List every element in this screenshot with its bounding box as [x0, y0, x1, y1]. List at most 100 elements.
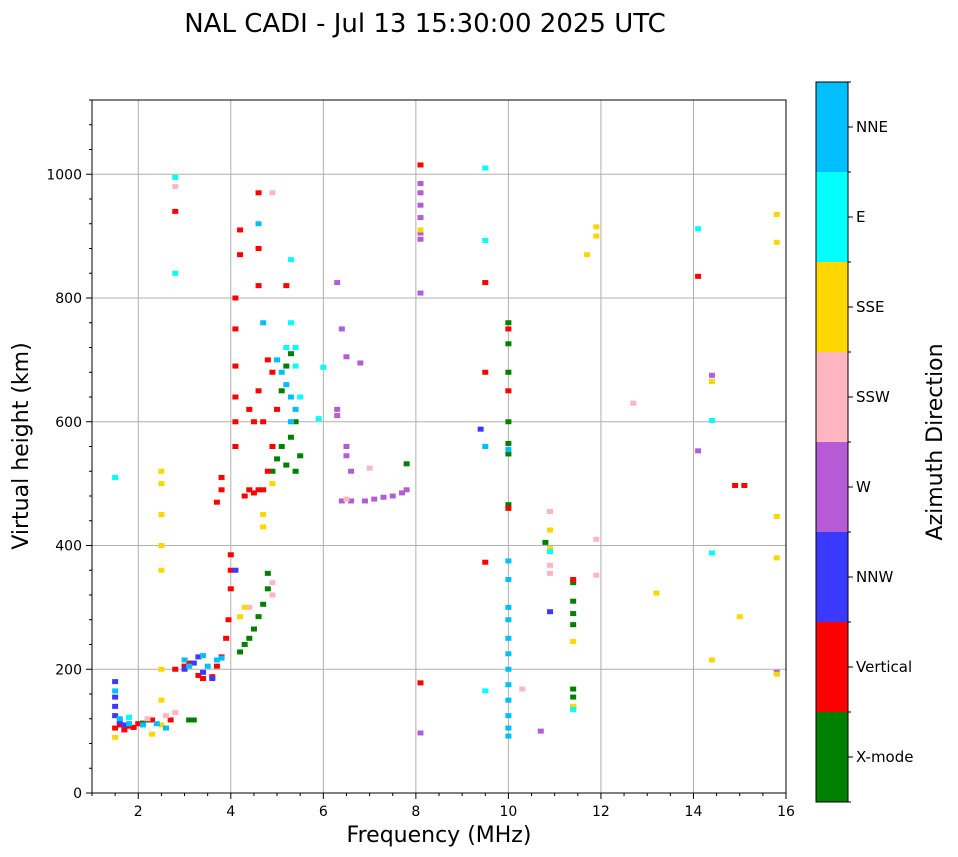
echo-point-sse	[547, 546, 554, 552]
echo-point-nne	[505, 604, 512, 610]
echo-point-w	[417, 730, 424, 736]
echo-point-w	[417, 181, 424, 187]
echo-point-xmode	[237, 649, 244, 655]
echo-point-vertical	[505, 388, 512, 394]
echo-point-vertical	[130, 724, 137, 730]
echo-point-nnw	[195, 654, 202, 660]
echo-point-xmode	[292, 419, 299, 425]
echo-point-nne	[278, 369, 285, 375]
echo-point-nne	[505, 733, 512, 739]
echo-point-e	[112, 474, 119, 480]
echo-point-nne	[505, 682, 512, 688]
colorbar-swatch-e	[816, 172, 848, 262]
echo-point-vertical	[232, 326, 239, 332]
echo-point-vertical	[227, 586, 234, 592]
echo-point-w	[708, 372, 715, 378]
echo-point-e	[172, 174, 179, 180]
echo-point-w	[403, 487, 410, 493]
echo-point-nne	[218, 655, 225, 661]
echo-point-sse	[773, 671, 780, 677]
echo-point-nne	[287, 394, 294, 400]
x-tick-label: 2	[134, 804, 143, 820]
echo-point-nne	[505, 713, 512, 719]
echo-point-ssw	[246, 604, 253, 610]
echo-point-sse	[158, 722, 165, 728]
echo-point-e	[708, 550, 715, 556]
echo-point-xmode	[278, 388, 285, 394]
echo-point-xmode	[255, 614, 262, 620]
echo-point-ssw	[269, 592, 276, 598]
echo-point-xmode	[260, 601, 267, 607]
echo-point-xmode	[570, 580, 577, 586]
echo-point-ssw	[547, 508, 554, 514]
colorbar-label: X-mode	[856, 748, 913, 766]
y-tick-label: 800	[55, 291, 82, 307]
echo-point-vertical	[269, 369, 276, 375]
echo-point-nnw	[190, 660, 197, 666]
echo-point-w	[334, 413, 341, 419]
echo-point-vertical	[121, 727, 128, 733]
echo-point-xmode	[570, 611, 577, 617]
x-tick-label: 16	[777, 804, 795, 820]
echo-point-xmode	[190, 717, 197, 723]
echo-point-vertical	[417, 162, 424, 168]
echo-point-nne	[112, 688, 119, 694]
echo-point-vertical	[505, 326, 512, 332]
echo-point-vertical	[269, 444, 276, 449]
colorbar-swatch-xmode	[816, 712, 848, 802]
echo-point-xmode	[570, 622, 577, 628]
echo-point-xmode	[287, 434, 294, 440]
echo-point-nne	[283, 382, 290, 388]
colorbar-swatch-vertical	[816, 622, 848, 712]
echo-point-vertical	[223, 635, 230, 641]
echo-point-nnw	[200, 669, 207, 675]
echo-point-xmode	[570, 598, 577, 604]
echo-point-nne	[204, 663, 211, 669]
echo-point-vertical	[167, 717, 174, 723]
echo-point-e	[292, 345, 299, 350]
echo-point-w	[417, 230, 424, 236]
echo-point-vertical	[172, 666, 179, 672]
echo-point-vertical	[200, 676, 207, 682]
echo-point-vertical	[232, 394, 239, 400]
echo-point-e	[570, 706, 577, 712]
echo-point-sse	[584, 252, 591, 258]
echo-point-sse	[773, 211, 780, 217]
chart-title: NAL CADI - Jul 13 15:30:00 2025 UTC	[184, 9, 666, 39]
echo-point-vertical	[283, 283, 290, 289]
echo-point-xmode	[505, 502, 512, 508]
echo-point-vertical	[237, 227, 244, 233]
echo-point-vertical	[570, 577, 577, 583]
echo-point-w	[357, 360, 364, 366]
echo-point-sse	[158, 468, 165, 474]
x-axis-title: Frequency (MHz)	[347, 823, 532, 848]
echo-point-xmode	[403, 461, 410, 467]
echo-point-w	[348, 498, 355, 504]
echo-point-vertical	[241, 493, 248, 499]
echo-point-sse	[773, 239, 780, 245]
echo-point-nne	[292, 406, 299, 412]
echo-point-e	[695, 226, 702, 232]
echo-point-vertical	[195, 672, 202, 678]
echo-point-xmode	[570, 694, 577, 700]
echo-point-nne	[505, 651, 512, 657]
echo-point-w	[417, 215, 424, 221]
colorbar-swatch-w	[816, 442, 848, 532]
echo-point-sse	[547, 527, 554, 533]
echo-point-vertical	[149, 717, 156, 723]
echo-point-sse	[158, 697, 165, 703]
echo-point-nnw	[181, 666, 188, 672]
echo-point-ssw	[630, 400, 637, 406]
echo-point-e	[482, 165, 489, 171]
echo-point-xmode	[505, 419, 512, 425]
echo-point-sse	[417, 227, 424, 233]
echo-point-xmode	[505, 341, 512, 347]
echo-point-nnw	[112, 694, 119, 700]
echo-point-nne	[153, 721, 160, 727]
echo-point-nnw	[112, 703, 119, 709]
echo-point-vertical	[260, 487, 267, 493]
echo-point-ssw	[144, 716, 151, 722]
plot-frame	[91, 99, 787, 794]
echo-point-sse	[736, 614, 743, 620]
echo-point-xmode	[269, 468, 276, 474]
